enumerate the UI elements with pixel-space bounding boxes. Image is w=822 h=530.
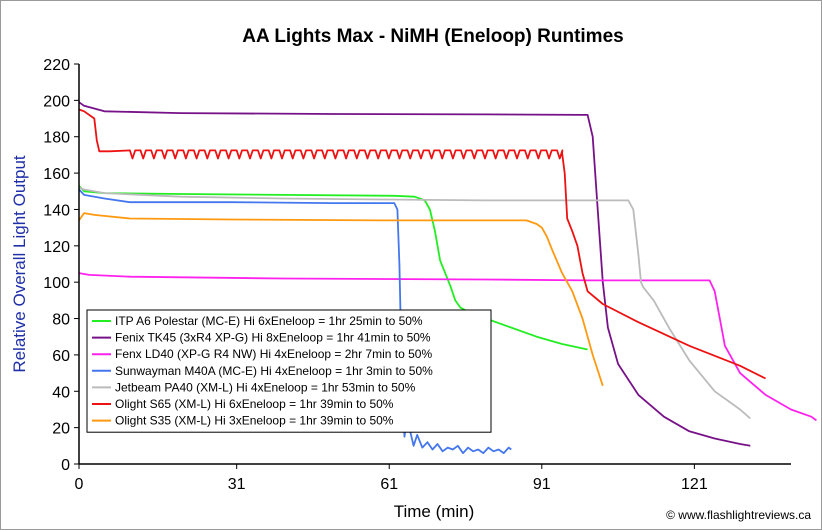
legend: ITP A6 Polestar (MC-E) Hi 6xEneloop = 1h… [86, 309, 492, 433]
x-tick-label: 31 [228, 476, 246, 493]
series-line-4 [78, 188, 512, 455]
y-tick-label: 200 [43, 93, 70, 110]
legend-entry: Fenx LD40 (XP-G R4 NW) Hi 4xEneloop = 2h… [115, 347, 432, 361]
x-tick-label: 91 [533, 476, 551, 493]
y-tick-label: 120 [43, 239, 70, 256]
y-axis-label: Relative Overall Light Output [10, 155, 29, 373]
x-tick-label: 121 [681, 476, 708, 493]
x-tick-label: 61 [380, 476, 398, 493]
legend-entry: ITP A6 Polestar (MC-E) Hi 6xEneloop = 1h… [115, 314, 423, 328]
series-line-7 [78, 212, 604, 387]
legend-entry: Olight S35 (XM-L) Hi 3xEneloop = 1hr 39m… [115, 414, 394, 428]
y-tick-label: 60 [52, 348, 70, 365]
y-tick-label: 40 [52, 384, 70, 401]
y-tick-label: 140 [43, 202, 70, 219]
series-line-2 [78, 101, 751, 447]
y-axis-ticks: 0 20 40 60 80 100 120 140 160 180 200 220 [43, 57, 79, 474]
y-tick-label: 80 [52, 312, 70, 329]
y-tick-label: 180 [43, 130, 70, 147]
credit-text: © www.flashlightreviews.ca [666, 508, 811, 522]
series-line-1 [78, 185, 588, 351]
series-line-6 [78, 108, 767, 380]
series-line-5 [78, 186, 751, 420]
legend-box [86, 309, 492, 433]
series-line-3 [78, 272, 817, 422]
x-axis-ticks: 0 31 61 91 121 [75, 464, 708, 493]
y-tick-label: 100 [43, 275, 70, 292]
x-axis-label: Time (min) [394, 502, 475, 521]
legend-entry: Sunwayman M40A (MC-E) Hi 4xEneloop = 1hr… [115, 364, 433, 378]
legend-entry: Jetbeam PA40 (XM-L) Hi 4xEneloop = 1hr 5… [115, 380, 416, 394]
series-layer [78, 101, 817, 455]
y-tick-label: 160 [43, 166, 70, 183]
x-tick-label: 0 [75, 476, 84, 493]
legend-entry: Fenix TK45 (3xR4 XP-G) Hi 8xEneloop = 1h… [115, 331, 431, 345]
y-tick-label: 0 [61, 457, 70, 474]
y-tick-label: 20 [52, 421, 70, 438]
y-tick-label: 220 [43, 57, 70, 74]
chart-title: AA Lights Max - NiMH (Eneloop) Runtimes [242, 26, 623, 47]
legend-entry: Olight S65 (XM-L) Hi 6xEneloop = 1hr 39m… [115, 397, 394, 411]
